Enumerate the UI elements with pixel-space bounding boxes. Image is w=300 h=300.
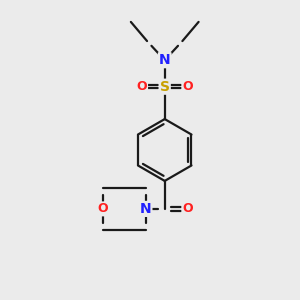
Text: N: N	[159, 53, 170, 67]
Text: O: O	[182, 80, 193, 93]
Text: O: O	[98, 202, 109, 215]
Text: O: O	[182, 202, 193, 215]
Text: S: S	[160, 80, 170, 94]
Text: N: N	[140, 202, 152, 216]
Text: O: O	[136, 80, 147, 93]
